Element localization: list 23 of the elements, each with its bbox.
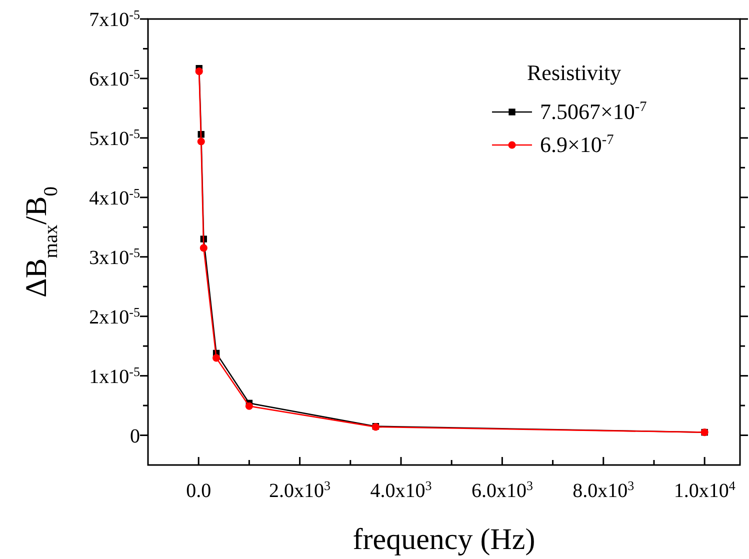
point [195,68,203,76]
legend-label: 6.9×10$^{-7}$ [540,132,614,157]
x-tick-label: 8.0x10$^{3}$ [572,478,634,502]
y-tick-label: 1x10$^{-5}$ [89,363,140,388]
y-tick-label: 5x10$^{-5}$ [89,125,140,150]
x-tick-label: 2.0x10$^{3}$ [269,478,331,502]
point [212,354,220,362]
y-tick-label: 2x10$^{-5}$ [89,304,140,328]
legend-title: Resistivity [527,60,622,85]
y-tick-label: 6x10$^{-5}$ [89,66,140,90]
x-tick-label: 6.0x10$^{3}$ [471,478,533,502]
x-tick-label: 4.0x10$^{3}$ [370,478,432,502]
legend-label: 7.5067×10$^{-7}$ [540,99,647,124]
y-tick-label: 4x10$^{-5}$ [89,184,140,210]
y-tick-label: 0 [130,425,140,448]
y-tick-label: 7x10$^{-5}$ [89,6,140,31]
x-tick-label: 1.0x10$^{4}$ [674,478,736,502]
y-tick-label: 3x10$^{-5}$ [89,244,140,269]
point [200,244,208,252]
x-tick-label: 0.0 [186,480,212,502]
point [197,138,205,146]
point [245,402,253,410]
x-axis-title: frequency (Hz) [352,523,536,556]
